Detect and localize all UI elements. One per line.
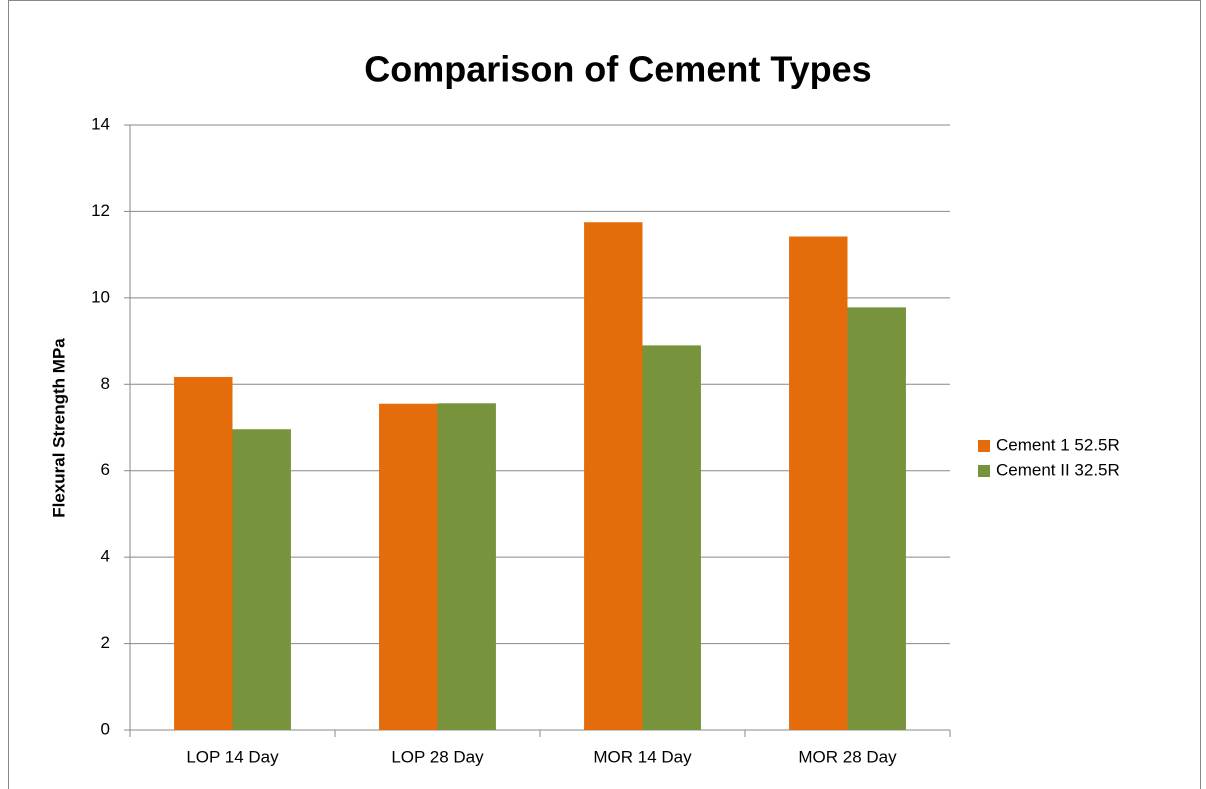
bar	[437, 403, 496, 730]
x-tick-label: LOP 14 Day	[186, 747, 279, 766]
bar	[232, 429, 291, 730]
y-tick-label: 4	[101, 547, 110, 566]
y-tick-label: 10	[91, 287, 110, 306]
legend-label: Cement II 32.5R	[996, 460, 1120, 479]
bar	[584, 222, 643, 730]
x-tick-label: LOP 28 Day	[391, 747, 484, 766]
y-tick-label: 8	[101, 374, 110, 393]
bar	[642, 345, 701, 730]
legend-label: Cement 1 52.5R	[996, 435, 1120, 454]
x-tick-label: MOR 14 Day	[593, 747, 692, 766]
y-tick-label: 6	[101, 460, 110, 479]
y-tick-label: 12	[91, 201, 110, 220]
legend-swatch	[978, 440, 990, 452]
legend-swatch	[978, 465, 990, 477]
bar	[379, 403, 438, 730]
y-tick-label: 2	[101, 633, 110, 652]
bar	[174, 376, 233, 730]
chart-title: Comparison of Cement Types	[364, 49, 871, 90]
bar	[847, 307, 906, 730]
bar	[789, 236, 848, 730]
y-tick-label: 14	[91, 114, 110, 133]
y-axis-label: Flexural Strength MPa	[49, 338, 68, 518]
y-tick-label: 0	[101, 719, 110, 738]
x-tick-label: MOR 28 Day	[798, 747, 897, 766]
